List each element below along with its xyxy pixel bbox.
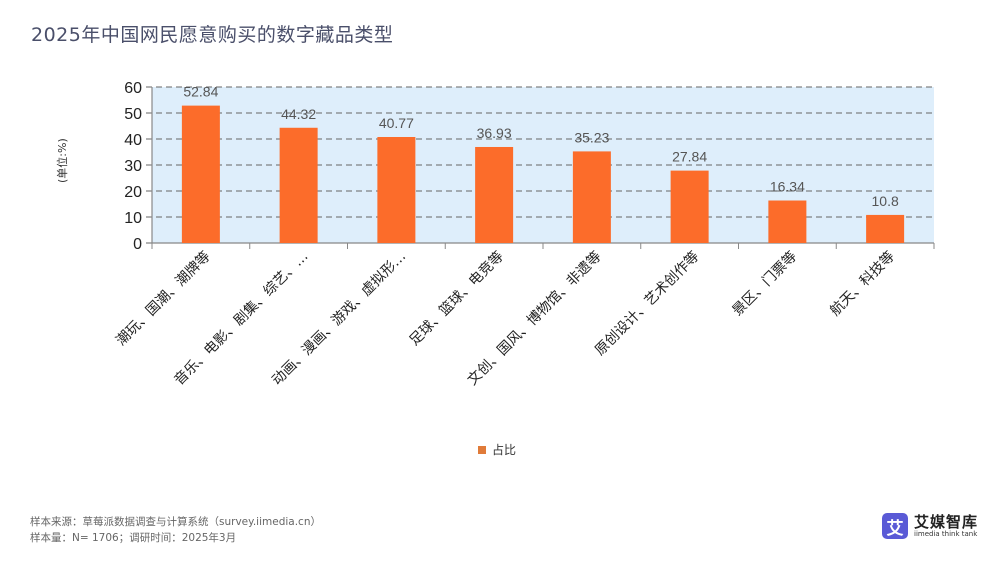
value-label: 36.93: [477, 125, 512, 141]
logo-name: 艾媒智库: [914, 512, 979, 531]
x-tick-label: 潮玩、国潮、潮牌等: [113, 248, 214, 349]
bar: [866, 214, 905, 243]
bar: [279, 127, 318, 243]
legend-swatch: [478, 445, 486, 454]
y-tick-label: 30: [124, 158, 142, 175]
y-axis-label: (单位:%): [56, 138, 69, 183]
bar: [181, 105, 220, 243]
y-tick-label: 40: [124, 132, 142, 149]
bar: [377, 136, 416, 243]
y-tick-label: 60: [124, 80, 142, 97]
bar: [670, 170, 709, 243]
brand-logo: 艾 艾媒智库 iimedia think tank: [882, 513, 978, 539]
value-label: 27.84: [672, 149, 707, 165]
chart-title: 2025年中国网民愿意购买的数字藏品类型: [31, 24, 394, 46]
x-tick-label: 原创设计、艺术创作等: [591, 248, 702, 359]
value-label: 44.32: [281, 106, 316, 122]
x-tick-label: 足球、篮球、电竞等: [406, 248, 507, 349]
x-tick-label: 景区、门票等: [729, 248, 800, 319]
y-tick-label: 50: [124, 106, 142, 123]
y-tick-label: 0: [133, 236, 142, 253]
bar: [768, 200, 807, 243]
source-note: 样本来源：草莓派数据调查与计算系统（survey.iimedia.cn）: [30, 516, 321, 528]
y-tick-label: 10: [124, 210, 142, 227]
value-label: 16.34: [770, 179, 805, 195]
value-label: 10.8: [872, 193, 899, 209]
bar: [572, 151, 611, 243]
logo-icon: 艾: [882, 513, 908, 539]
logo-subtitle: iimedia think tank: [914, 529, 978, 538]
value-label: 40.77: [379, 115, 414, 131]
legend-label: 占比: [492, 443, 517, 457]
x-tick-label: 航天、科技等: [827, 248, 898, 319]
bar: [475, 146, 514, 243]
y-tick-label: 20: [124, 184, 142, 201]
footer-notes: 样本来源：草莓派数据调查与计算系统（survey.iimedia.cn） 样本量…: [30, 514, 321, 546]
value-label: 52.84: [183, 84, 218, 100]
sample-note: 样本量：N= 1706；调研时间：2025年3月: [30, 532, 237, 544]
value-label: 35.23: [574, 129, 609, 145]
legend: 占比: [478, 441, 516, 458]
